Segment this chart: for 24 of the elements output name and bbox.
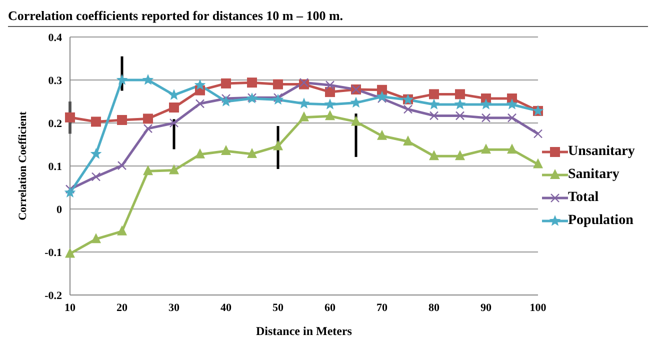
y-tick-label: -0.1 [44, 246, 62, 259]
legend-label: Total [568, 190, 599, 206]
y-axis-title: Correlation Coefficient [16, 111, 29, 220]
chart-title: Correlation coefficients reported for distances 10 m – 100 m. [8, 8, 648, 27]
legend-label: Unsanitary [568, 144, 635, 160]
y-tick-label: 0.2 [48, 118, 62, 130]
x-tick-label: 20 [116, 302, 128, 314]
x-tick-label: 30 [168, 302, 180, 314]
y-tick-label: 0 [56, 204, 62, 216]
x-tick-label: 80 [428, 302, 440, 314]
y-tick-label: 0.1 [48, 160, 62, 173]
x-tick-label: 100 [530, 302, 547, 314]
y-tick-label: 0.4 [48, 32, 62, 44]
x-tick-label: 50 [272, 302, 284, 314]
x-tick-label: 90 [480, 302, 492, 314]
y-tick-label: -0.2 [44, 290, 62, 302]
legend-label: Sanitary [568, 166, 620, 182]
legend-label: Population [568, 212, 634, 228]
x-tick-label: 10 [64, 302, 76, 314]
y-tick-label: 0.3 [48, 74, 62, 87]
x-tick-label: 40 [220, 302, 232, 314]
x-tick-label: 70 [376, 302, 388, 314]
x-tick-label: 60 [324, 302, 336, 314]
x-axis-title: Distance in Meters [256, 324, 352, 338]
